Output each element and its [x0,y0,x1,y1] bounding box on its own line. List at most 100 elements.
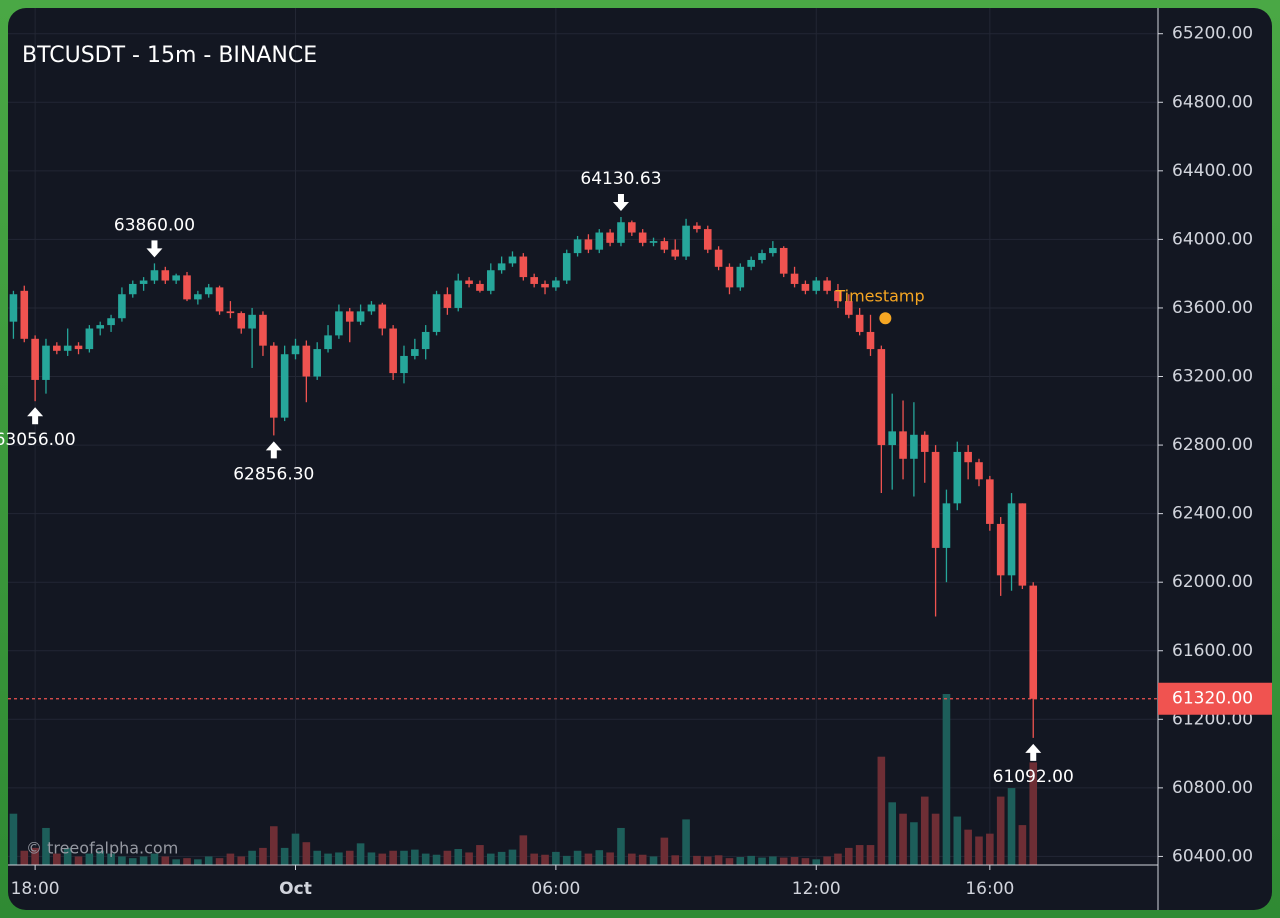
candle-body [465,280,473,284]
candle-body [562,253,571,281]
volume-bar [378,853,387,865]
chart-title: BTCUSDT - 15m - BINANCE [22,43,317,68]
candle-body [877,349,886,446]
volume-bar [617,827,625,865]
candle-body [389,328,397,374]
candle-body [628,222,636,233]
candle-body [638,232,647,243]
panel [8,8,1272,910]
candle-body [486,270,495,291]
candle-body [345,311,354,322]
x-tick-label: 12:00 [792,879,841,899]
volume-bar [194,859,202,865]
volume-bar [161,856,170,865]
volume-bar [790,857,799,865]
volume-bar [324,853,332,865]
volume-bar [42,827,50,865]
candle-body [335,311,343,336]
volume-bar [367,852,376,865]
candle-body [291,345,300,355]
candle-body [172,275,180,281]
candle-body [671,249,680,257]
candle-body [953,451,962,504]
volume-bar [823,856,831,865]
volume-bar [270,826,278,865]
candle-body [725,266,734,288]
candle-body [660,241,669,250]
candle-body [139,280,148,284]
volume-bar [476,845,484,865]
candle-body [74,345,83,350]
candle-body [9,294,18,322]
candle-body [595,232,604,250]
candle-body [248,314,256,329]
volume-bar [128,858,137,865]
volume-bar [118,856,126,865]
candle-body [42,345,50,380]
volume-bar [486,853,495,865]
volume-bar [74,856,83,865]
volume-bar [736,857,745,865]
arrow-up [1025,743,1042,761]
candle-body [801,283,810,291]
candle-body [790,273,799,284]
candle-body [183,275,191,300]
extreme-label: 61092.00 [993,767,1074,787]
candle-body [834,290,842,302]
candle-body [237,313,246,329]
volume-bar [9,813,18,865]
volume-bar [215,858,224,865]
candle-body [194,294,202,300]
volume-bar [606,852,614,865]
candle-body [769,247,777,254]
candle-body [313,349,321,377]
volume-bar [454,849,463,865]
volume-bar [465,852,473,865]
volume-bar [411,849,419,865]
watermark: © treeofalpha.com [26,839,178,858]
volume-bar [714,855,723,865]
arrow-up [27,407,44,425]
volume-bar [519,835,528,865]
candle-body [63,345,72,351]
candle-body [508,256,517,264]
candle-body [1018,503,1027,586]
volume-bar [986,833,994,865]
candle-body [519,256,528,278]
x-tick-label: 18:00 [11,879,60,899]
candle-body [118,294,126,319]
volume-bar [975,836,983,865]
candle-body [736,266,745,288]
extreme-label: 63056.00 [0,430,76,450]
y-tick-label: 60400.00 [1172,846,1253,866]
candle-body [31,338,39,380]
candle-body [20,290,29,339]
candle-body [986,479,994,524]
volume-bar [508,849,517,865]
extreme-label: 63860.00 [114,215,195,235]
volume-bar [779,857,788,865]
candle-body [573,239,582,254]
candle-body [85,328,94,350]
volume-bar [801,858,810,865]
volume-bar [259,847,267,865]
candle-body [367,304,376,312]
candle-body [747,259,755,267]
candle-body [226,311,235,314]
volume-bar [649,856,658,865]
candle-body [899,431,907,459]
candle-body [204,287,213,295]
arrow-down [612,194,629,212]
candle-body [693,225,701,230]
candle-body [107,318,115,326]
volume-bar [31,847,39,865]
volume-bar [541,854,549,865]
candle-body [866,331,875,350]
candle-body [606,232,614,243]
extreme-label: 64130.63 [580,169,661,189]
x-tick-label: 16:00 [965,879,1014,899]
candle-body [855,314,864,332]
candle-body [324,335,332,350]
volume-bar [1018,825,1027,865]
volume-bar [562,855,571,865]
